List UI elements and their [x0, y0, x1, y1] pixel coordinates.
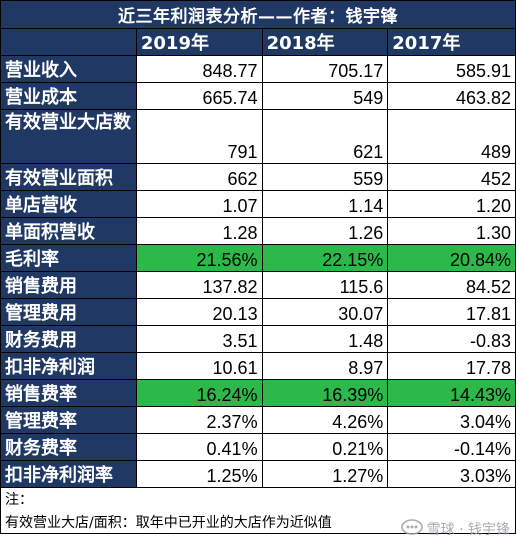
value-cell: 10.61	[135, 352, 263, 380]
value-cell: 22.15%	[261, 244, 389, 272]
value-cell: 585.91	[387, 55, 516, 83]
value-cell: 1.25%	[135, 460, 263, 488]
value-cell: 0.41%	[135, 433, 263, 461]
value-cell: 621	[261, 109, 389, 164]
value-cell: 1.27%	[261, 460, 389, 488]
table-title: 近三年利润表分析——作者：钱宇锋	[0, 0, 516, 29]
value-cell: 1.26	[261, 217, 389, 245]
table-row: 毛利率 21.56% 22.15% 20.84%	[0, 244, 516, 272]
row-label: 扣非净利润率	[0, 460, 137, 488]
row-label: 销售费率	[0, 379, 137, 407]
value-cell: 137.82	[135, 271, 263, 299]
value-cell: 115.6	[261, 271, 389, 299]
value-cell: 4.26%	[261, 406, 389, 434]
row-label: 单店营收	[0, 190, 137, 218]
value-cell: 16.24%	[135, 379, 263, 407]
value-cell: 665.74	[135, 82, 263, 110]
value-cell: 3.04%	[387, 406, 516, 434]
watermark-text: 雪球 · 钱宇锋	[426, 522, 510, 538]
table-row: 管理费用 20.13 30.07 17.81	[0, 298, 516, 326]
table-row: 营业成本 665.74 549 463.82	[0, 82, 516, 110]
value-cell: -0.83	[387, 325, 516, 353]
value-cell: 30.07	[261, 298, 389, 326]
value-cell: 1.20	[387, 190, 516, 218]
value-cell: 463.82	[387, 82, 516, 110]
value-cell: -0.14%	[387, 433, 516, 461]
row-label: 有效营业面积	[0, 163, 137, 191]
value-cell: 20.84%	[387, 244, 516, 272]
table-row: 扣非净利润率 1.25% 1.27% 3.03%	[0, 460, 516, 488]
row-label: 毛利率	[0, 244, 137, 272]
value-cell: 3.51	[135, 325, 263, 353]
row-label: 有效营业大店数	[0, 109, 137, 164]
note-heading: 注：	[0, 487, 516, 511]
value-cell: 20.13	[135, 298, 263, 326]
value-cell: 2.37%	[135, 406, 263, 434]
value-cell: 1.30	[387, 217, 516, 245]
watermark: 雪球 · 钱宇锋	[400, 519, 510, 539]
row-label: 财务费用	[0, 325, 137, 353]
table-row: 营业收入 848.77 705.17 585.91	[0, 55, 516, 83]
value-cell: 17.78	[387, 352, 516, 380]
value-cell: 1.48	[261, 325, 389, 353]
header-corner	[0, 28, 137, 56]
table-row: 销售费用 137.82 115.6 84.52	[0, 271, 516, 299]
value-cell: 0.21%	[261, 433, 389, 461]
value-cell: 549	[261, 82, 389, 110]
value-cell: 1.14	[261, 190, 389, 218]
year-header-2017: 2017年	[387, 28, 516, 56]
value-cell: 705.17	[261, 55, 389, 83]
value-cell: 14.43%	[387, 379, 516, 407]
value-cell: 662	[135, 163, 263, 191]
value-cell: 452	[387, 163, 516, 191]
row-label: 单面积营收	[0, 217, 137, 245]
value-cell: 1.28	[135, 217, 263, 245]
table-row: 单面积营收 1.28 1.26 1.30	[0, 217, 516, 245]
value-cell: 1.07	[135, 190, 263, 218]
value-cell: 489	[387, 109, 516, 164]
row-label: 销售费用	[0, 271, 137, 299]
table-row: 有效营业面积 662 559 452	[0, 163, 516, 191]
value-cell: 8.97	[261, 352, 389, 380]
row-label: 管理费用	[0, 298, 137, 326]
table-row: 管理费率 2.37% 4.26% 3.04%	[0, 406, 516, 434]
table-row: 财务费用 3.51 1.48 -0.83	[0, 325, 516, 353]
value-cell: 559	[261, 163, 389, 191]
row-label: 营业成本	[0, 82, 137, 110]
value-cell: 16.39%	[261, 379, 389, 407]
value-cell: 84.52	[387, 271, 516, 299]
xueqiu-logo-icon	[400, 519, 423, 539]
year-header-2018: 2018年	[261, 28, 389, 56]
value-cell: 21.56%	[135, 244, 263, 272]
value-cell: 3.03%	[387, 460, 516, 488]
year-header-2019: 2019年	[135, 28, 263, 56]
value-cell: 17.81	[387, 298, 516, 326]
table-row: 有效营业大店数 791 621 489	[0, 109, 516, 164]
table-row: 扣非净利润 10.61 8.97 17.78	[0, 352, 516, 380]
value-cell: 848.77	[135, 55, 263, 83]
row-label: 营业收入	[0, 55, 137, 83]
row-label: 扣非净利润	[0, 352, 137, 380]
row-label: 管理费率	[0, 406, 137, 434]
table-row: 销售费率 16.24% 16.39% 14.43%	[0, 379, 516, 407]
table-row: 财务费率 0.41% 0.21% -0.14%	[0, 433, 516, 461]
row-label: 财务费率	[0, 433, 137, 461]
value-cell: 791	[135, 109, 263, 164]
note-text: 有效营业大店/面积：取年中已开业的大店作为近似值	[0, 510, 516, 534]
table-row: 单店营收 1.07 1.14 1.20	[0, 190, 516, 218]
